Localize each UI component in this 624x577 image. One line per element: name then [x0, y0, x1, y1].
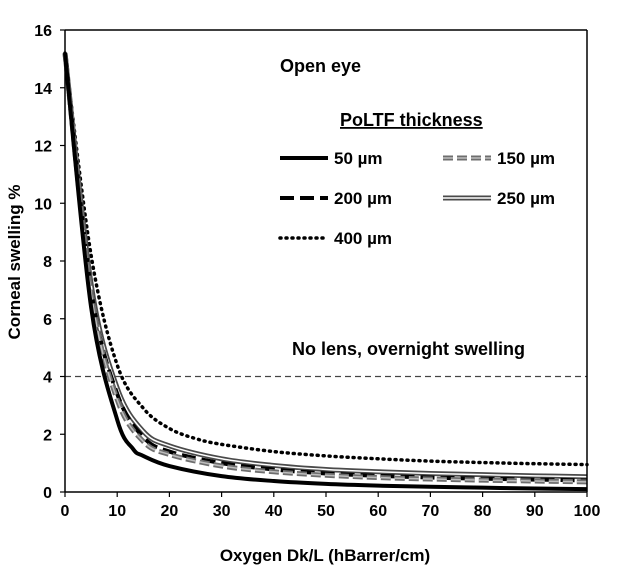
y-tick-label: 6 — [43, 312, 52, 329]
legend: 50 µm 150 µm 200 µm 250 µm 400 µm — [278, 149, 555, 248]
y-tick-label: 12 — [34, 139, 52, 156]
legend-item: 200 µm — [280, 189, 392, 208]
x-tick-label: 90 — [526, 503, 544, 520]
y-tick-label: 10 — [34, 196, 52, 213]
legend-label: 200 µm — [334, 189, 392, 208]
legend-label: 150 µm — [497, 149, 555, 168]
x-tick-label: 100 — [574, 503, 601, 520]
y-tick-label: 8 — [43, 254, 52, 271]
legend-label: 400 µm — [334, 229, 392, 248]
series-200m-line — [63, 52, 588, 483]
x-tick-label: 30 — [213, 503, 231, 520]
legend-item: 50 µm — [280, 149, 383, 168]
y-axis-title: Corneal swelling % — [5, 185, 24, 340]
axes-layer: 0 10 20 30 40 50 60 70 80 90 100 0 2 4 6 8 10 12 14 16 — [34, 23, 600, 520]
series-150m-line — [62, 52, 588, 485]
y-tick-label: 4 — [43, 370, 52, 387]
y-tick-label: 16 — [34, 23, 52, 40]
x-tick-label: 50 — [317, 503, 335, 520]
plot-layer — [62, 51, 589, 492]
x-tick-label: 20 — [161, 503, 179, 520]
y-tick-label: 2 — [43, 427, 52, 444]
x-tick-label: 60 — [369, 503, 387, 520]
chart-title: Open eye — [280, 56, 361, 76]
y-tick-label: 14 — [34, 81, 52, 98]
x-axis-title: Oxygen Dk/L (hBarrer/cm) — [220, 546, 430, 565]
text-layer: Open eye PoLTF thickness No lens, overni… — [5, 56, 525, 565]
reference-line-label: No lens, overnight swelling — [292, 339, 525, 359]
x-tick-label: 80 — [474, 503, 492, 520]
legend-title: PoLTF thickness — [340, 110, 483, 130]
legend-item: 250 µm — [443, 189, 555, 208]
x-tick-label: 0 — [61, 503, 70, 520]
series-250m-line — [62, 52, 588, 480]
legend-label: 50 µm — [334, 149, 383, 168]
series-400m-line — [63, 51, 589, 467]
series-50m-line — [63, 52, 588, 492]
x-tick-label: 70 — [422, 503, 440, 520]
y-tick-label: 0 — [43, 485, 52, 502]
legend-label: 250 µm — [497, 189, 555, 208]
legend-item: 150 µm — [443, 149, 555, 168]
legend-item: 400 µm — [278, 229, 392, 248]
x-tick-label: 10 — [108, 503, 126, 520]
x-tick-label: 40 — [265, 503, 283, 520]
